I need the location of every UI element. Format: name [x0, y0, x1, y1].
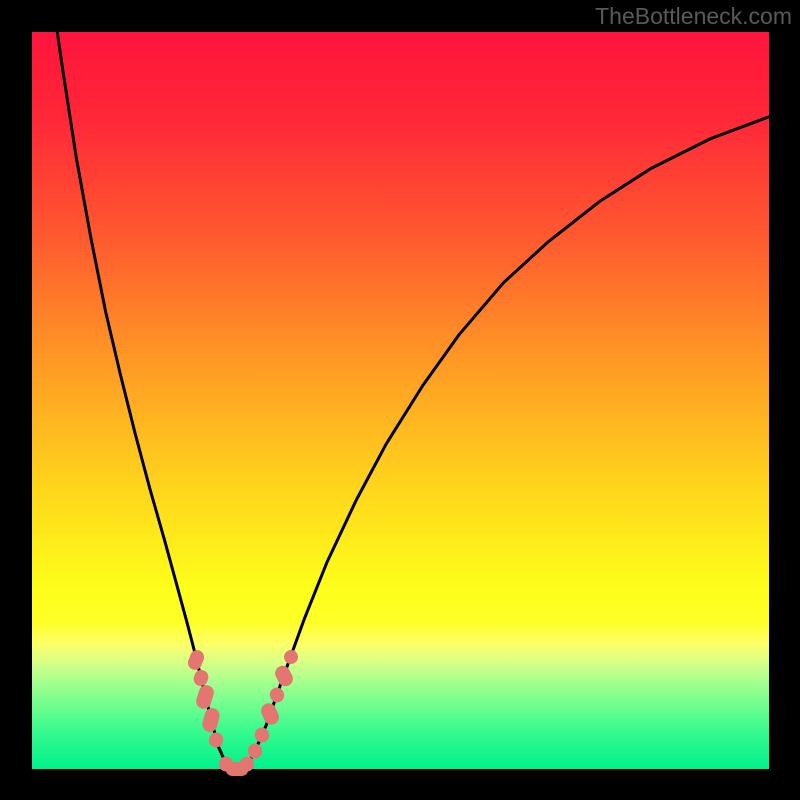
watermark-text: TheBottleneck.com	[595, 3, 792, 30]
bottleneck-curve	[54, 10, 769, 769]
marker-bottom-2	[240, 756, 254, 771]
stage: TheBottleneck.com	[0, 0, 800, 800]
plot-area	[32, 32, 769, 769]
curve-layer	[32, 32, 769, 769]
